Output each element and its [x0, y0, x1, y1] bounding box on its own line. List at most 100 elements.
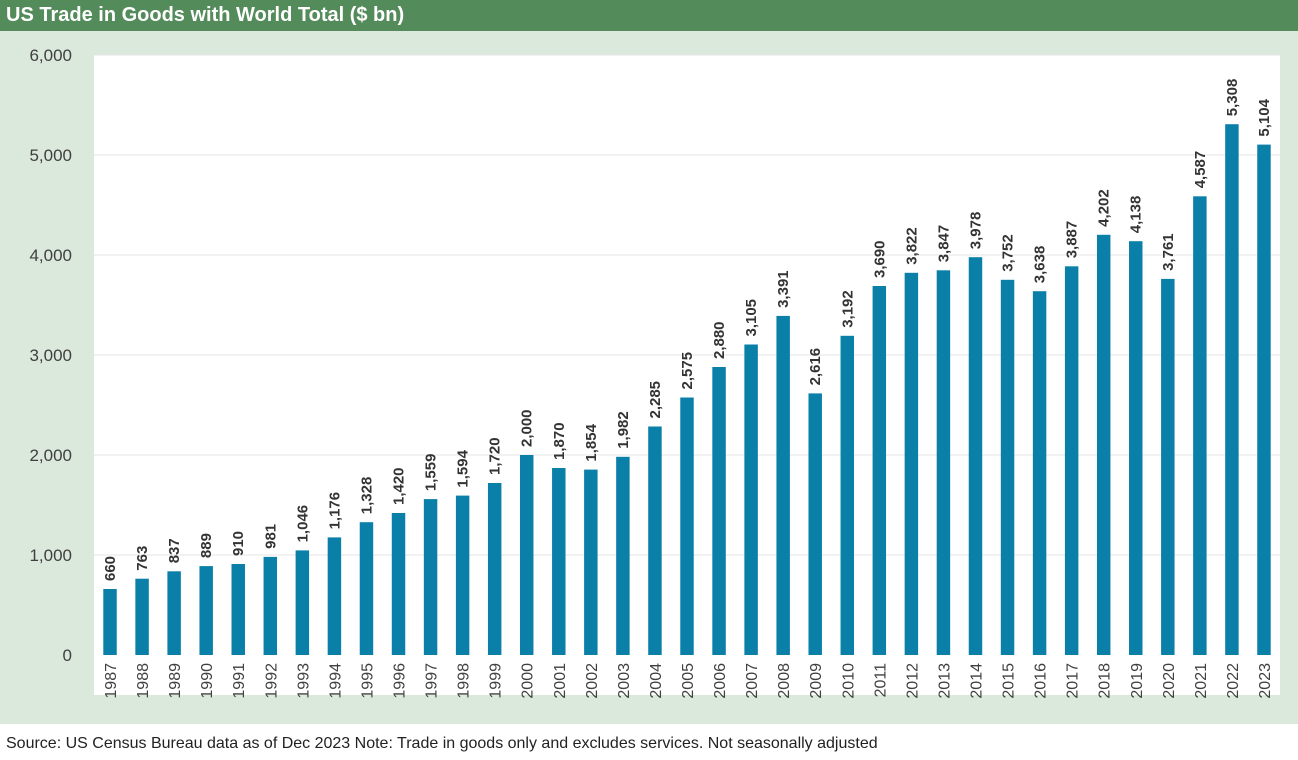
x-tick-label: 2009	[808, 663, 825, 699]
bar	[1032, 291, 1047, 655]
x-tick-label: 1999	[488, 663, 505, 699]
bar	[263, 556, 278, 655]
data-label: 3,887	[1064, 221, 1081, 259]
bar	[1129, 241, 1143, 655]
x-tick-label: 1987	[103, 663, 120, 699]
bar	[199, 566, 213, 655]
bar	[744, 344, 758, 655]
x-tick-label: 2020	[1161, 663, 1178, 699]
bar	[872, 286, 887, 655]
data-label: 3,761	[1160, 233, 1177, 271]
x-tick-label: 2008	[776, 663, 793, 699]
x-tick-label: 1996	[392, 663, 409, 699]
bar	[776, 315, 790, 655]
data-label: 1,328	[358, 477, 375, 515]
x-tick-label: 2019	[1129, 663, 1146, 699]
data-label: 3,752	[1000, 234, 1017, 272]
data-label: 1,982	[615, 411, 632, 449]
bar	[455, 495, 470, 655]
x-tick-label: 2005	[680, 663, 697, 699]
x-tick-label: 2011	[872, 663, 889, 698]
x-tick-label: 2014	[968, 663, 985, 699]
x-tick-label: 2002	[584, 663, 601, 699]
bar-chart: 0 1,000 2,000 3,000 4,000 5,000 6,000 660 763 83…	[29, 46, 1280, 699]
data-label: 3,978	[967, 212, 984, 250]
y-tick-label: 3,000	[29, 346, 72, 365]
x-tick-label: 1990	[199, 663, 216, 699]
x-tick-label: 2012	[904, 663, 921, 699]
x-tick-label: 2006	[712, 663, 729, 699]
y-tick-label: 1,000	[29, 546, 72, 565]
data-label: 1,854	[583, 423, 600, 461]
data-label: 2,000	[519, 409, 536, 447]
data-label: 3,105	[743, 299, 760, 337]
bar	[648, 426, 662, 655]
y-tick-label: 6,000	[29, 46, 72, 65]
bar	[295, 550, 310, 655]
data-label: 1,176	[326, 492, 343, 530]
data-label: 1,420	[391, 467, 408, 505]
bar	[359, 522, 374, 655]
data-label: 889	[198, 533, 215, 558]
data-label: 2,285	[647, 381, 664, 419]
bar	[808, 393, 822, 655]
data-label: 3,391	[775, 270, 792, 308]
x-tick-label: 2007	[744, 663, 761, 699]
x-tick-label: 2023	[1257, 663, 1274, 699]
data-label: 4,202	[1096, 189, 1113, 227]
data-label: 4,138	[1128, 196, 1145, 234]
data-label: 3,690	[871, 240, 888, 278]
y-tick-label: 2,000	[29, 446, 72, 465]
x-tick-label: 2022	[1225, 663, 1242, 699]
data-label: 4,587	[1192, 151, 1209, 189]
bar	[423, 499, 438, 655]
data-label: 5,104	[1256, 98, 1273, 136]
bar	[1225, 124, 1239, 655]
chart-header: US Trade in Goods with World Total ($ bn…	[0, 0, 1298, 31]
x-tick-label: 2010	[840, 663, 857, 699]
x-tick-label: 1994	[327, 663, 344, 699]
bars	[103, 124, 1271, 656]
x-tick-label: 2017	[1065, 663, 1082, 699]
data-label: 1,046	[294, 505, 311, 543]
y-axis: 0 1,000 2,000 3,000 4,000 5,000 6,000	[29, 46, 72, 665]
x-tick-label: 1989	[167, 663, 184, 699]
bar	[167, 571, 181, 655]
bar	[584, 469, 598, 655]
data-label: 3,638	[1032, 246, 1049, 284]
x-tick-label: 1997	[424, 663, 441, 699]
bar	[1161, 278, 1175, 655]
x-tick-label: 2000	[520, 663, 537, 699]
bar	[327, 537, 342, 655]
data-label: 1,870	[551, 422, 568, 460]
bar	[487, 483, 502, 655]
bar	[1000, 279, 1015, 655]
bar	[840, 335, 855, 655]
x-tick-label: 2001	[552, 663, 569, 699]
bar	[616, 456, 630, 655]
data-label: 3,192	[839, 290, 856, 328]
y-tick-label: 4,000	[29, 246, 72, 265]
x-tick-label: 1992	[263, 663, 280, 699]
bar	[231, 564, 245, 655]
x-tick-label: 2003	[616, 663, 633, 699]
data-label: 3,822	[903, 227, 920, 265]
data-label: 2,880	[711, 321, 728, 359]
x-tick-label: 2004	[648, 663, 665, 699]
bar	[519, 455, 534, 655]
data-label: 660	[102, 556, 119, 581]
bar	[1257, 144, 1271, 655]
data-label: 1,559	[423, 454, 440, 492]
chart-title: US Trade in Goods with World Total ($ bn…	[6, 4, 405, 26]
bar	[391, 513, 406, 655]
data-label: 3,847	[935, 225, 952, 263]
bar	[680, 397, 694, 655]
bar	[1064, 266, 1079, 655]
bar	[712, 367, 726, 655]
x-axis: 1987 1988 1989 1990 1991 1992 1993 1994 1995 1996…	[103, 663, 1274, 699]
bar	[1193, 196, 1207, 656]
data-label: 837	[166, 538, 183, 563]
x-tick-label: 1993	[295, 663, 312, 699]
x-tick-label: 2018	[1097, 663, 1114, 699]
data-label: 2,616	[807, 348, 824, 386]
